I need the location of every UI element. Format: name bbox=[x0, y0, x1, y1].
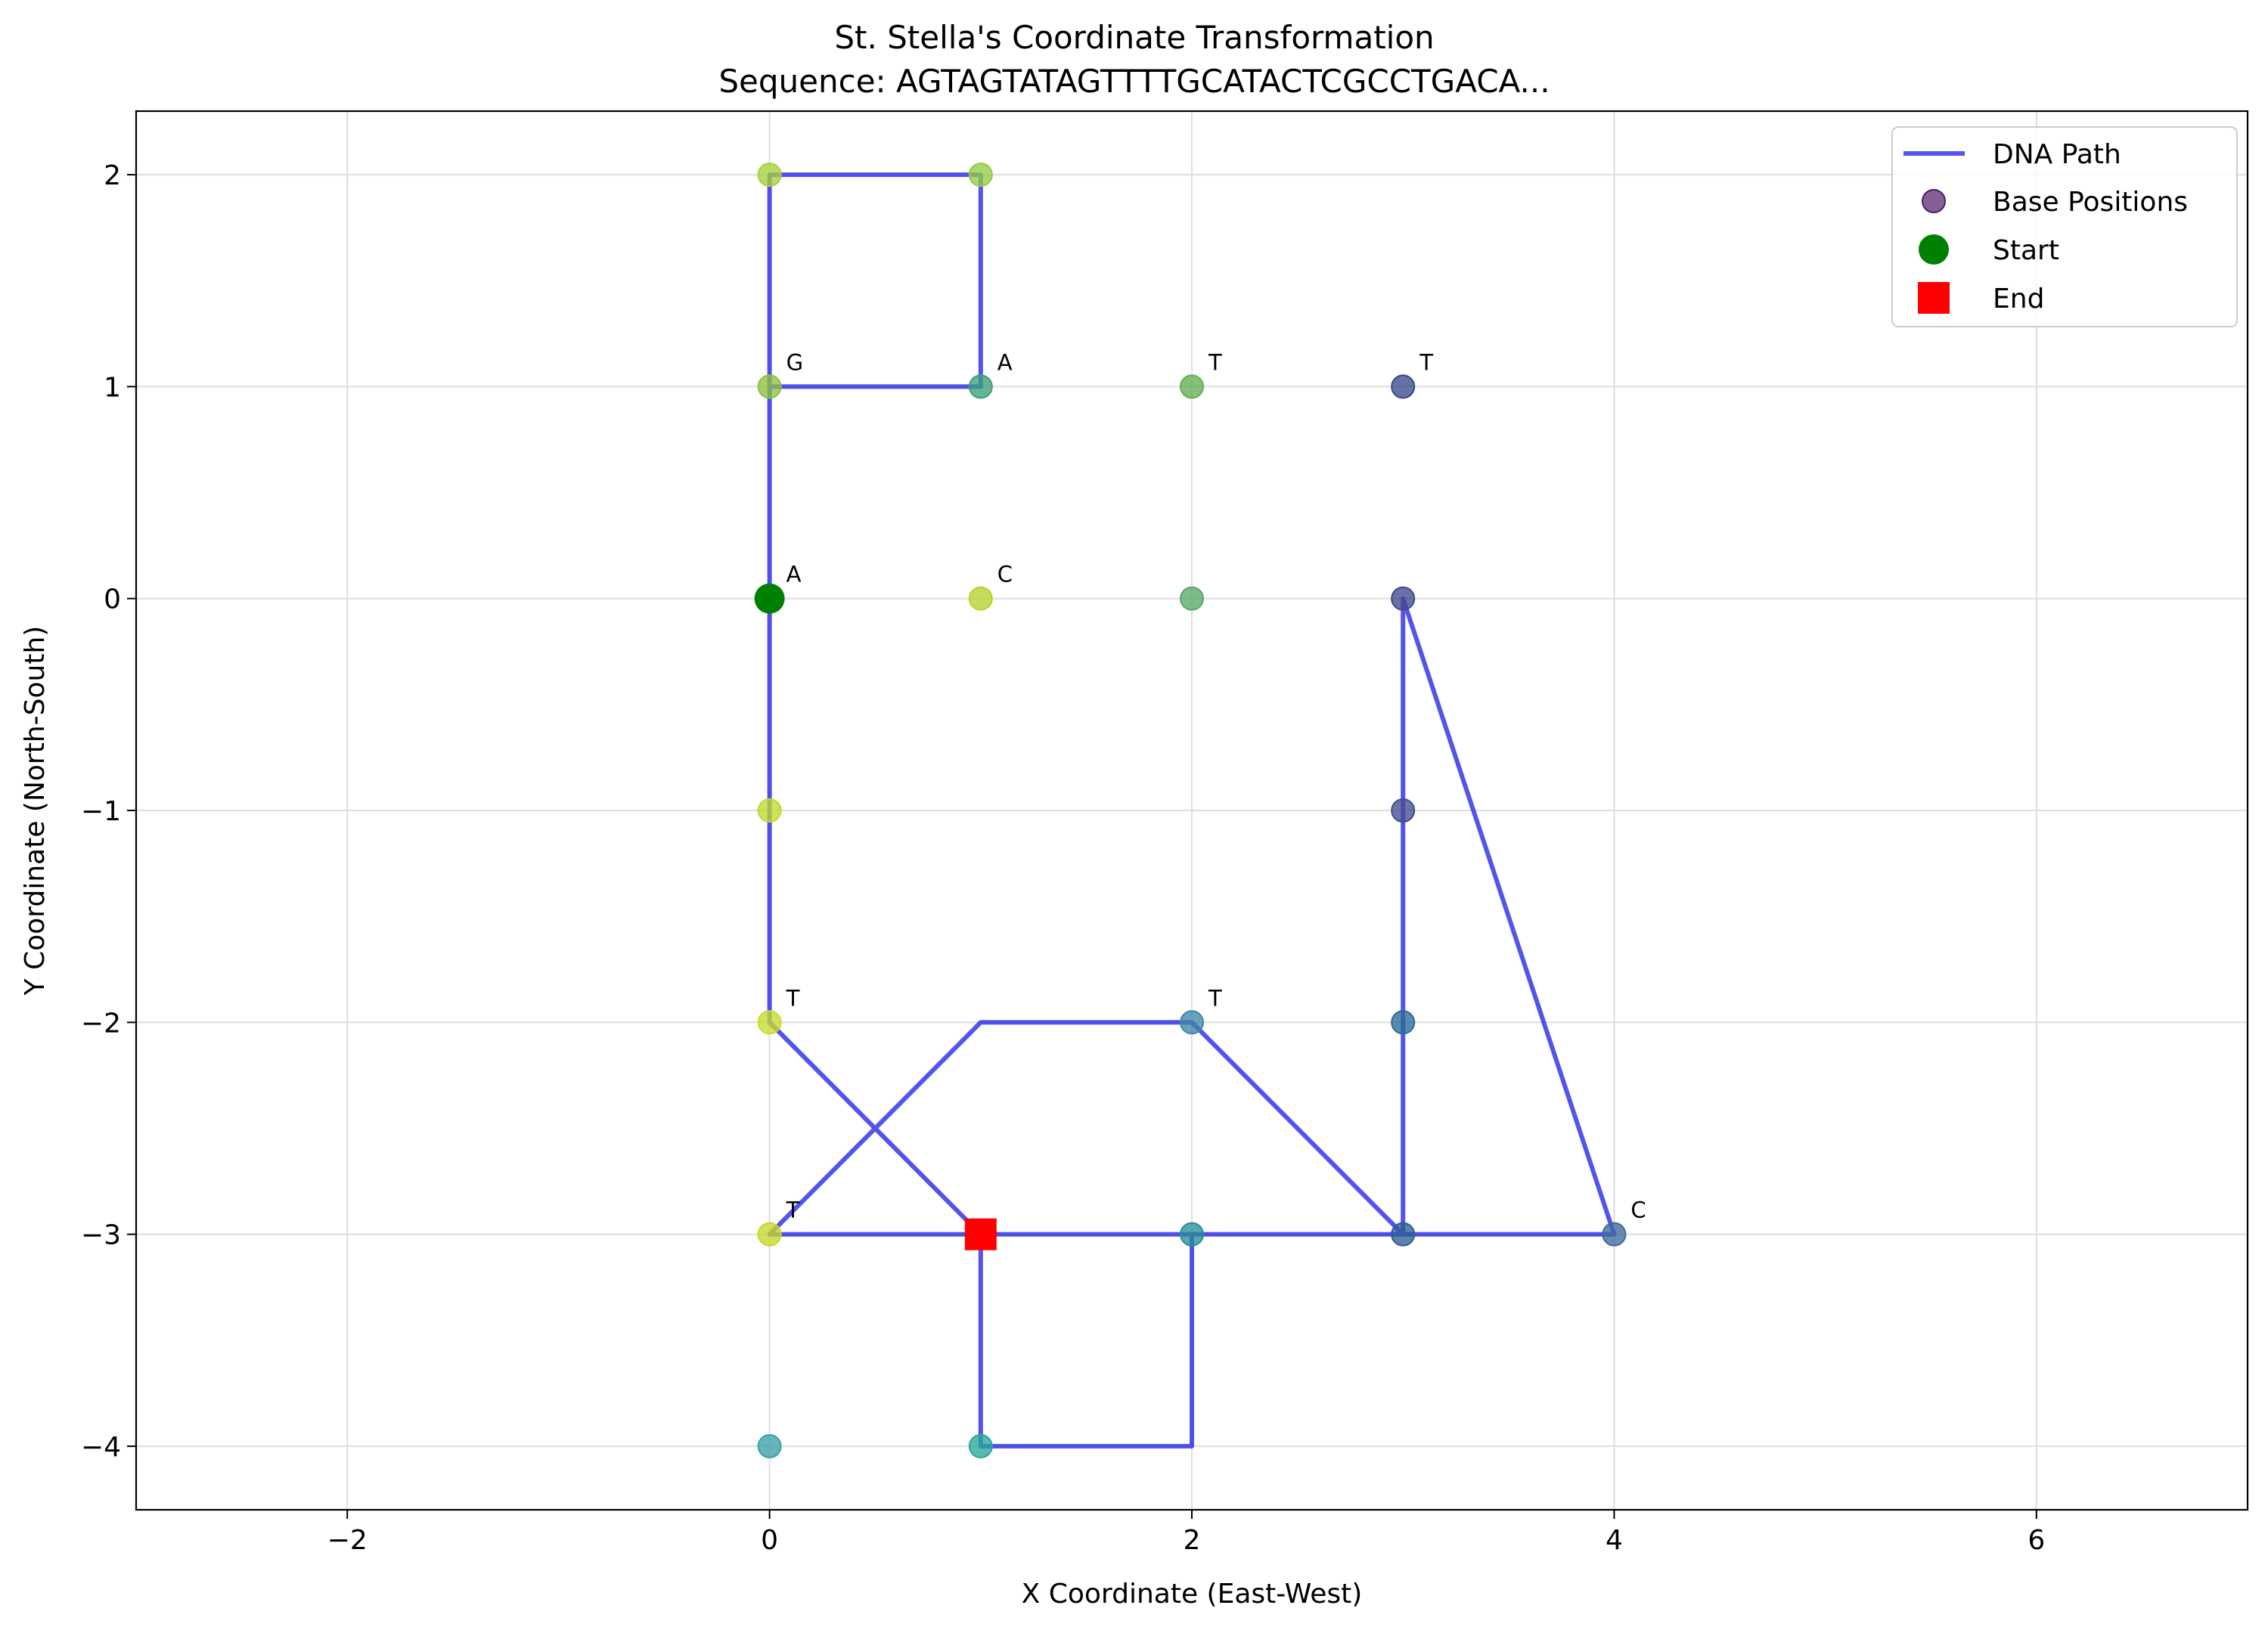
base-annotation: C bbox=[1630, 1198, 1646, 1223]
y-tick-label: −4 bbox=[81, 1432, 121, 1463]
base-position-point bbox=[1180, 1010, 1204, 1035]
legend-dna-path-label: DNA Path bbox=[1993, 139, 2121, 170]
base-position-point bbox=[968, 586, 993, 611]
y-tick-label: −2 bbox=[81, 1008, 121, 1039]
y-tick-label: −1 bbox=[81, 796, 121, 827]
legend-base-positions-swatch bbox=[1922, 189, 1946, 213]
x-tick-label: 0 bbox=[761, 1525, 778, 1556]
x-axis-label: X Coordinate (East-West) bbox=[1022, 1579, 1363, 1610]
base-annotation: T bbox=[1419, 349, 1433, 375]
base-annotation: A bbox=[997, 349, 1013, 375]
x-tick-label: 2 bbox=[1184, 1525, 1201, 1556]
base-annotation: G bbox=[787, 349, 803, 375]
start-end-markers bbox=[754, 583, 997, 1250]
chart-title: St. Stella's Coordinate Transformation bbox=[834, 19, 1434, 56]
base-position-point bbox=[1391, 1010, 1416, 1035]
base-position-point bbox=[1391, 798, 1416, 823]
y-tick-label: 1 bbox=[104, 372, 121, 403]
base-annotation: C bbox=[997, 562, 1013, 587]
x-tick-label: −2 bbox=[327, 1525, 368, 1556]
base-position-point bbox=[1391, 586, 1416, 611]
base-position-point bbox=[1391, 1222, 1416, 1247]
grid bbox=[136, 111, 2248, 1510]
start-marker bbox=[754, 583, 785, 614]
base-annotation: T bbox=[786, 1198, 800, 1223]
base-position-point bbox=[1602, 1222, 1627, 1247]
legend-end-label: End bbox=[1993, 284, 2044, 315]
base-position-point bbox=[757, 1010, 782, 1035]
legend-base-positions-label: Base Positions bbox=[1993, 187, 2188, 218]
base-position-point bbox=[757, 798, 782, 823]
base-position-point bbox=[968, 1433, 993, 1458]
base-position-point bbox=[968, 374, 993, 399]
x-tick-label: 4 bbox=[1606, 1525, 1623, 1556]
base-annotation: A bbox=[787, 562, 802, 587]
legend: DNA Path Base Positions Start End bbox=[1891, 126, 2238, 327]
base-annotations: A G A C T T T T T C bbox=[786, 349, 1646, 1222]
legend-frame bbox=[1891, 126, 2238, 327]
y-tick-label: 0 bbox=[104, 584, 121, 615]
base-position-point bbox=[1180, 1222, 1204, 1247]
x-tick-label: 6 bbox=[2028, 1525, 2045, 1556]
base-annotation: T bbox=[786, 985, 800, 1011]
y-tick-label: 2 bbox=[104, 160, 121, 191]
base-position-point bbox=[1180, 586, 1204, 611]
base-position-point bbox=[757, 1433, 782, 1458]
end-marker bbox=[964, 1218, 997, 1250]
legend-start-swatch bbox=[1919, 234, 1949, 265]
base-position-point bbox=[757, 1222, 782, 1247]
base-position-point bbox=[1180, 374, 1204, 399]
base-position-point bbox=[968, 163, 993, 187]
axis-ticks: −2 0 2 4 6 2 1 0 −1 −2 −3 −4 bbox=[81, 160, 2045, 1556]
plot-frame bbox=[135, 110, 2249, 1511]
base-annotation: T bbox=[1208, 985, 1222, 1011]
base-position-point bbox=[757, 163, 782, 187]
y-axis-label: Y Coordinate (North-South) bbox=[20, 626, 51, 996]
base-positions bbox=[757, 163, 1627, 1458]
base-annotation: T bbox=[1208, 349, 1222, 375]
y-tick-label: −3 bbox=[81, 1220, 121, 1251]
base-position-point bbox=[1391, 374, 1416, 399]
base-position-point bbox=[757, 374, 782, 399]
legend-start-label: Start bbox=[1993, 235, 2059, 266]
legend-end-swatch bbox=[1918, 282, 1950, 314]
chart-subtitle: Sequence: AGTAGTATAGTTTTGCATACTCGCCTGACA… bbox=[718, 63, 1550, 100]
